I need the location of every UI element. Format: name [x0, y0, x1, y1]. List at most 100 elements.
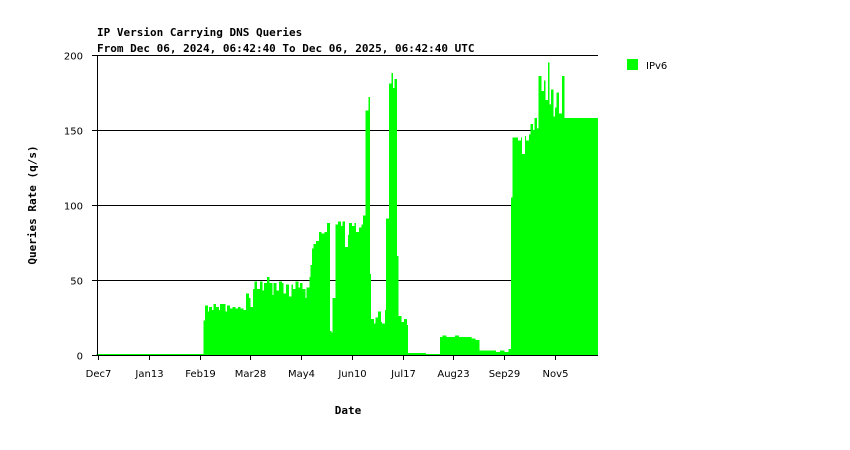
ipv6-bar — [318, 232, 322, 355]
x-tick-label-Jul17: Jul17 — [390, 369, 416, 380]
ipv6-bar — [209, 307, 212, 355]
ipv6-bar — [327, 223, 330, 355]
ipv6-bar — [237, 307, 241, 355]
ipv6-bar — [375, 317, 378, 355]
chart-subtitle: From Dec 06, 2024, 06:42:40 To Dec 06, 2… — [97, 42, 475, 55]
ipv6-bar — [404, 319, 407, 355]
ipv6-bar — [340, 226, 343, 355]
ipv6-bar — [266, 277, 270, 355]
ipv6-bar — [345, 247, 348, 355]
ipv6-bar — [262, 290, 265, 355]
ipv6-bar — [550, 89, 554, 355]
ipv6-bar — [302, 289, 306, 355]
ipv6-bar — [533, 130, 535, 355]
y-axis-ticks: 0 50 100 150 200 — [64, 52, 97, 363]
ipv6-bar — [515, 137, 519, 355]
ipv6-bar — [380, 322, 383, 355]
ipv6-bar — [504, 352, 509, 355]
ipv6-bar — [538, 76, 542, 355]
ipv6-bar — [243, 310, 247, 355]
ipv6-bar — [227, 305, 230, 355]
ipv6-bar — [331, 332, 333, 355]
ipv6-bar — [397, 256, 399, 355]
ipv6-bar — [526, 140, 529, 355]
ipv6-bar — [439, 337, 443, 355]
ipv6-bar — [276, 290, 280, 355]
ipv6-bar — [225, 311, 228, 355]
ipv6-bar — [487, 350, 492, 355]
ipv6-bar — [313, 244, 317, 355]
x-tick-label-May4: May4 — [288, 369, 315, 380]
ipv6-bar — [371, 319, 374, 355]
x-tick-label-Mar28: Mar28 — [235, 369, 267, 380]
ipv6-bar — [553, 116, 556, 355]
ipv6-bar — [329, 331, 332, 355]
ipv6-bar — [522, 154, 525, 355]
ipv6-bar — [373, 323, 376, 355]
ipv6-bar — [406, 325, 409, 355]
ipv6-bar — [347, 235, 350, 355]
ipv6-bar — [96, 354, 203, 355]
ipv6-bar — [354, 223, 357, 355]
ipv6-bar — [545, 100, 549, 355]
y-tick-label-150: 150 — [64, 127, 83, 138]
ipv6-bar — [309, 277, 311, 355]
ipv6-bar — [358, 227, 362, 355]
ipv6-bar — [205, 305, 208, 355]
ipv6-bar — [312, 248, 314, 355]
ipv6-bar — [549, 104, 551, 355]
ipv6-bar — [306, 287, 310, 355]
ipv6-bar — [426, 353, 436, 355]
ipv6-bar — [310, 265, 313, 355]
ipv6-bar — [335, 224, 339, 355]
ipv6-bar — [548, 62, 550, 355]
ipv6-bar — [202, 354, 204, 355]
y-tick-label-0: 0 — [77, 352, 83, 363]
ipv6-bar — [362, 215, 366, 355]
ipv6-bar — [321, 233, 325, 355]
ipv6-bar — [518, 140, 521, 355]
y-tick-label-200: 200 — [64, 52, 83, 63]
ipv6-bar — [291, 284, 293, 355]
ipv6-bar — [463, 337, 468, 355]
ipv6-bar — [316, 241, 319, 355]
ipv6-bar — [240, 308, 244, 355]
chart-title: IP Version Carrying DNS Queries — [97, 26, 302, 39]
ipv6-bar — [288, 296, 292, 355]
ipv6-bar — [286, 284, 289, 355]
ipv6-bar — [544, 80, 546, 355]
ipv6-bar — [203, 320, 206, 355]
ipv6-bar — [500, 350, 505, 355]
ipv6-bar — [408, 352, 425, 355]
ipv6-bar — [365, 110, 369, 355]
ipv6-bar — [559, 113, 562, 355]
ipv6-bar — [368, 97, 370, 355]
ipv6-bar — [218, 310, 221, 355]
ipv6-bar — [298, 287, 300, 355]
ipv6-bar — [279, 281, 282, 355]
ipv6-bar — [324, 232, 328, 355]
ipv6-bar — [235, 308, 238, 355]
ipv6-bar — [458, 337, 464, 355]
ipv6-bar — [342, 221, 346, 355]
ipv6-bar — [524, 136, 527, 355]
ipv6-bar — [508, 349, 512, 355]
ipv6-bar — [479, 350, 484, 355]
ipv6-bar — [424, 353, 427, 355]
ipv6-bar — [467, 337, 472, 355]
ipv6-bar — [349, 223, 352, 355]
ipv6-bar — [491, 350, 497, 355]
ipv6-bar — [378, 311, 381, 355]
ipv6-bar — [338, 221, 341, 355]
ipv6-bar — [541, 91, 545, 355]
x-tick-label-Feb19: Feb19 — [185, 369, 215, 380]
ipv6-bar — [394, 79, 398, 355]
x-tick-label-Dec7: Dec7 — [86, 369, 112, 380]
ipv6-bar — [283, 293, 287, 355]
ipv6-bar — [561, 76, 565, 355]
ipv6-bar — [496, 352, 501, 355]
y-tick-label-100: 100 — [64, 202, 83, 213]
x-tick-label-Jan13: Jan13 — [134, 369, 163, 380]
x-tick-label-Aug23: Aug23 — [437, 369, 469, 380]
ipv6-bar — [471, 338, 476, 355]
